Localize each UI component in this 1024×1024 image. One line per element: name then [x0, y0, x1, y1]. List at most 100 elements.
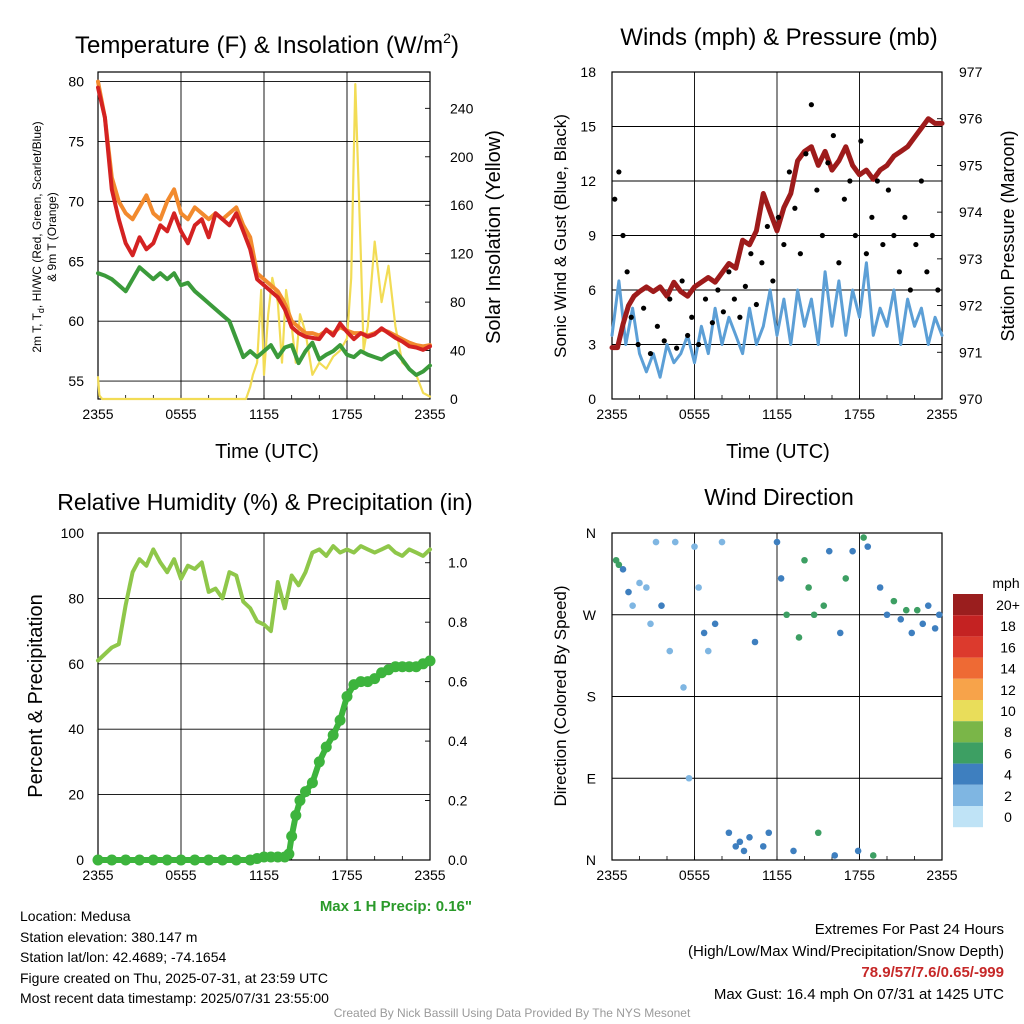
y-tick-label: 18 — [580, 64, 596, 80]
gust-point — [635, 341, 641, 348]
direction-point — [902, 606, 910, 614]
precip-point — [424, 655, 436, 667]
winds-panel: Winds (mph) & Pressure (mb) 2355 0555 1155… — [551, 24, 1018, 463]
gust-point — [737, 314, 743, 320]
gust-point — [709, 320, 715, 326]
direction-point — [695, 584, 702, 591]
direction-point — [718, 538, 726, 546]
y2-tick-label: 977 — [959, 64, 983, 80]
direction-point — [790, 847, 797, 855]
gust-point — [616, 169, 622, 175]
gust-point — [896, 269, 902, 275]
green-series-line — [96, 265, 432, 377]
y-tick-label: 80 — [68, 590, 84, 606]
gust-point — [841, 196, 847, 202]
direction-point — [801, 556, 808, 564]
direction-point — [732, 843, 740, 850]
gust-point — [874, 178, 880, 184]
legend-label: 8 — [1004, 724, 1012, 740]
x-tick-label: 1155 — [249, 867, 279, 883]
x-tick-label: 1155 — [249, 406, 279, 422]
precip-point — [175, 854, 187, 866]
gust-point — [620, 232, 626, 239]
gust-point — [786, 169, 792, 175]
x-tick-label: 2355 — [82, 867, 113, 883]
gust-point — [814, 187, 820, 193]
temperature-title: Temperature (F) & Insolation (W/m2) — [75, 30, 459, 59]
direction-point — [890, 597, 898, 605]
direction-point — [869, 852, 877, 859]
gust-point — [748, 251, 754, 257]
gust-point — [858, 138, 864, 144]
direction-point — [658, 602, 665, 609]
max-gust: Max Gust: 16.4 mph On 07/31 at 1425 UTC — [713, 985, 1004, 1003]
gust-point — [792, 205, 798, 211]
y-tick-label: 75 — [68, 133, 84, 149]
wind-direction-ylabel: Direction (Colored By Speed) — [551, 585, 570, 806]
x-tick-label: 2355 — [596, 406, 627, 422]
direction-point — [876, 584, 884, 591]
y-tick-label: 100 — [61, 525, 85, 541]
gust-point — [836, 260, 842, 266]
station-location: Location: Medusa — [20, 908, 131, 924]
direction-point — [740, 847, 748, 855]
x-tick-label: 1155 — [762, 867, 792, 883]
direction-point — [751, 638, 759, 646]
legend-label: 14 — [1000, 661, 1016, 677]
x-tick-label: 2355 — [926, 406, 957, 422]
x-tick-label: 0555 — [679, 867, 710, 883]
legend-label: 0 — [1004, 809, 1012, 825]
x-tick-label: 2355 — [414, 867, 445, 883]
y2-tick-label: 973 — [959, 251, 983, 267]
legend-label: 18 — [1000, 618, 1016, 634]
winds-plot-area: 2355 0555 1155 1755 235503691215189709719729… — [580, 64, 982, 422]
y-tick-label: 70 — [68, 193, 84, 209]
humidity-series-line — [96, 544, 432, 663]
precip-point — [290, 809, 302, 821]
direction-point — [725, 829, 733, 837]
direction-point — [615, 561, 623, 569]
y2-tick-label: 0.6 — [448, 674, 468, 690]
direction-point — [704, 647, 712, 655]
extremes-title: Extremes For Past 24 Hours — [814, 921, 1004, 938]
gust-point — [885, 187, 891, 193]
y2-tick-label: 1.0 — [448, 555, 468, 571]
precip-point — [300, 786, 311, 798]
wind-direction-panel: Wind Direction 2355 0555 1155 1755 2355NESWN… — [551, 484, 1020, 883]
precip-point — [92, 854, 104, 866]
gust-point — [852, 232, 858, 239]
precip-point — [294, 795, 306, 807]
precip-point — [189, 854, 201, 866]
station-info: Location: Medusa Station elevation: 380.… — [20, 906, 329, 1009]
x-tick-label: 1755 — [844, 867, 875, 883]
direction-point — [831, 852, 839, 859]
direction-point — [908, 629, 916, 637]
precip-point — [320, 741, 332, 753]
gust-point — [742, 283, 748, 289]
direction-point — [935, 611, 943, 619]
x-tick-label: 2355 — [926, 867, 957, 883]
precip-point — [306, 777, 318, 789]
temperature-ylabel: 2m T, Td, HI/WC (Red, Green, Scarlet/Blu… — [30, 121, 46, 352]
temperature-plot-area: 2355 0555 1155 1755 2355 55 60 65 70 75 80 0 40 80 120… — [68, 71, 474, 422]
y2-tick-label: 0 — [450, 391, 458, 407]
y2-tick-label: 0.4 — [448, 733, 468, 749]
gust-point — [770, 278, 776, 284]
legend-swatch — [953, 678, 983, 700]
station-latlon: Station lat/lon: 42.4689; -74.1654 — [20, 949, 227, 965]
x-tick-label: 1155 — [762, 406, 792, 422]
y2-tick-label: 0.2 — [448, 793, 468, 809]
gust-point — [759, 260, 765, 266]
y-tick-label: 65 — [68, 253, 84, 269]
legend-swatch — [953, 763, 983, 785]
gust-point — [918, 178, 924, 184]
winds-title: Winds (mph) & Pressure (mb) — [620, 24, 937, 51]
x-tick-label: 0555 — [165, 867, 196, 883]
y-tick-label: N — [586, 525, 596, 541]
precip-point — [161, 854, 173, 866]
legend-title: mph — [992, 575, 1019, 591]
gust-point — [891, 232, 897, 239]
gust-point — [689, 314, 695, 320]
